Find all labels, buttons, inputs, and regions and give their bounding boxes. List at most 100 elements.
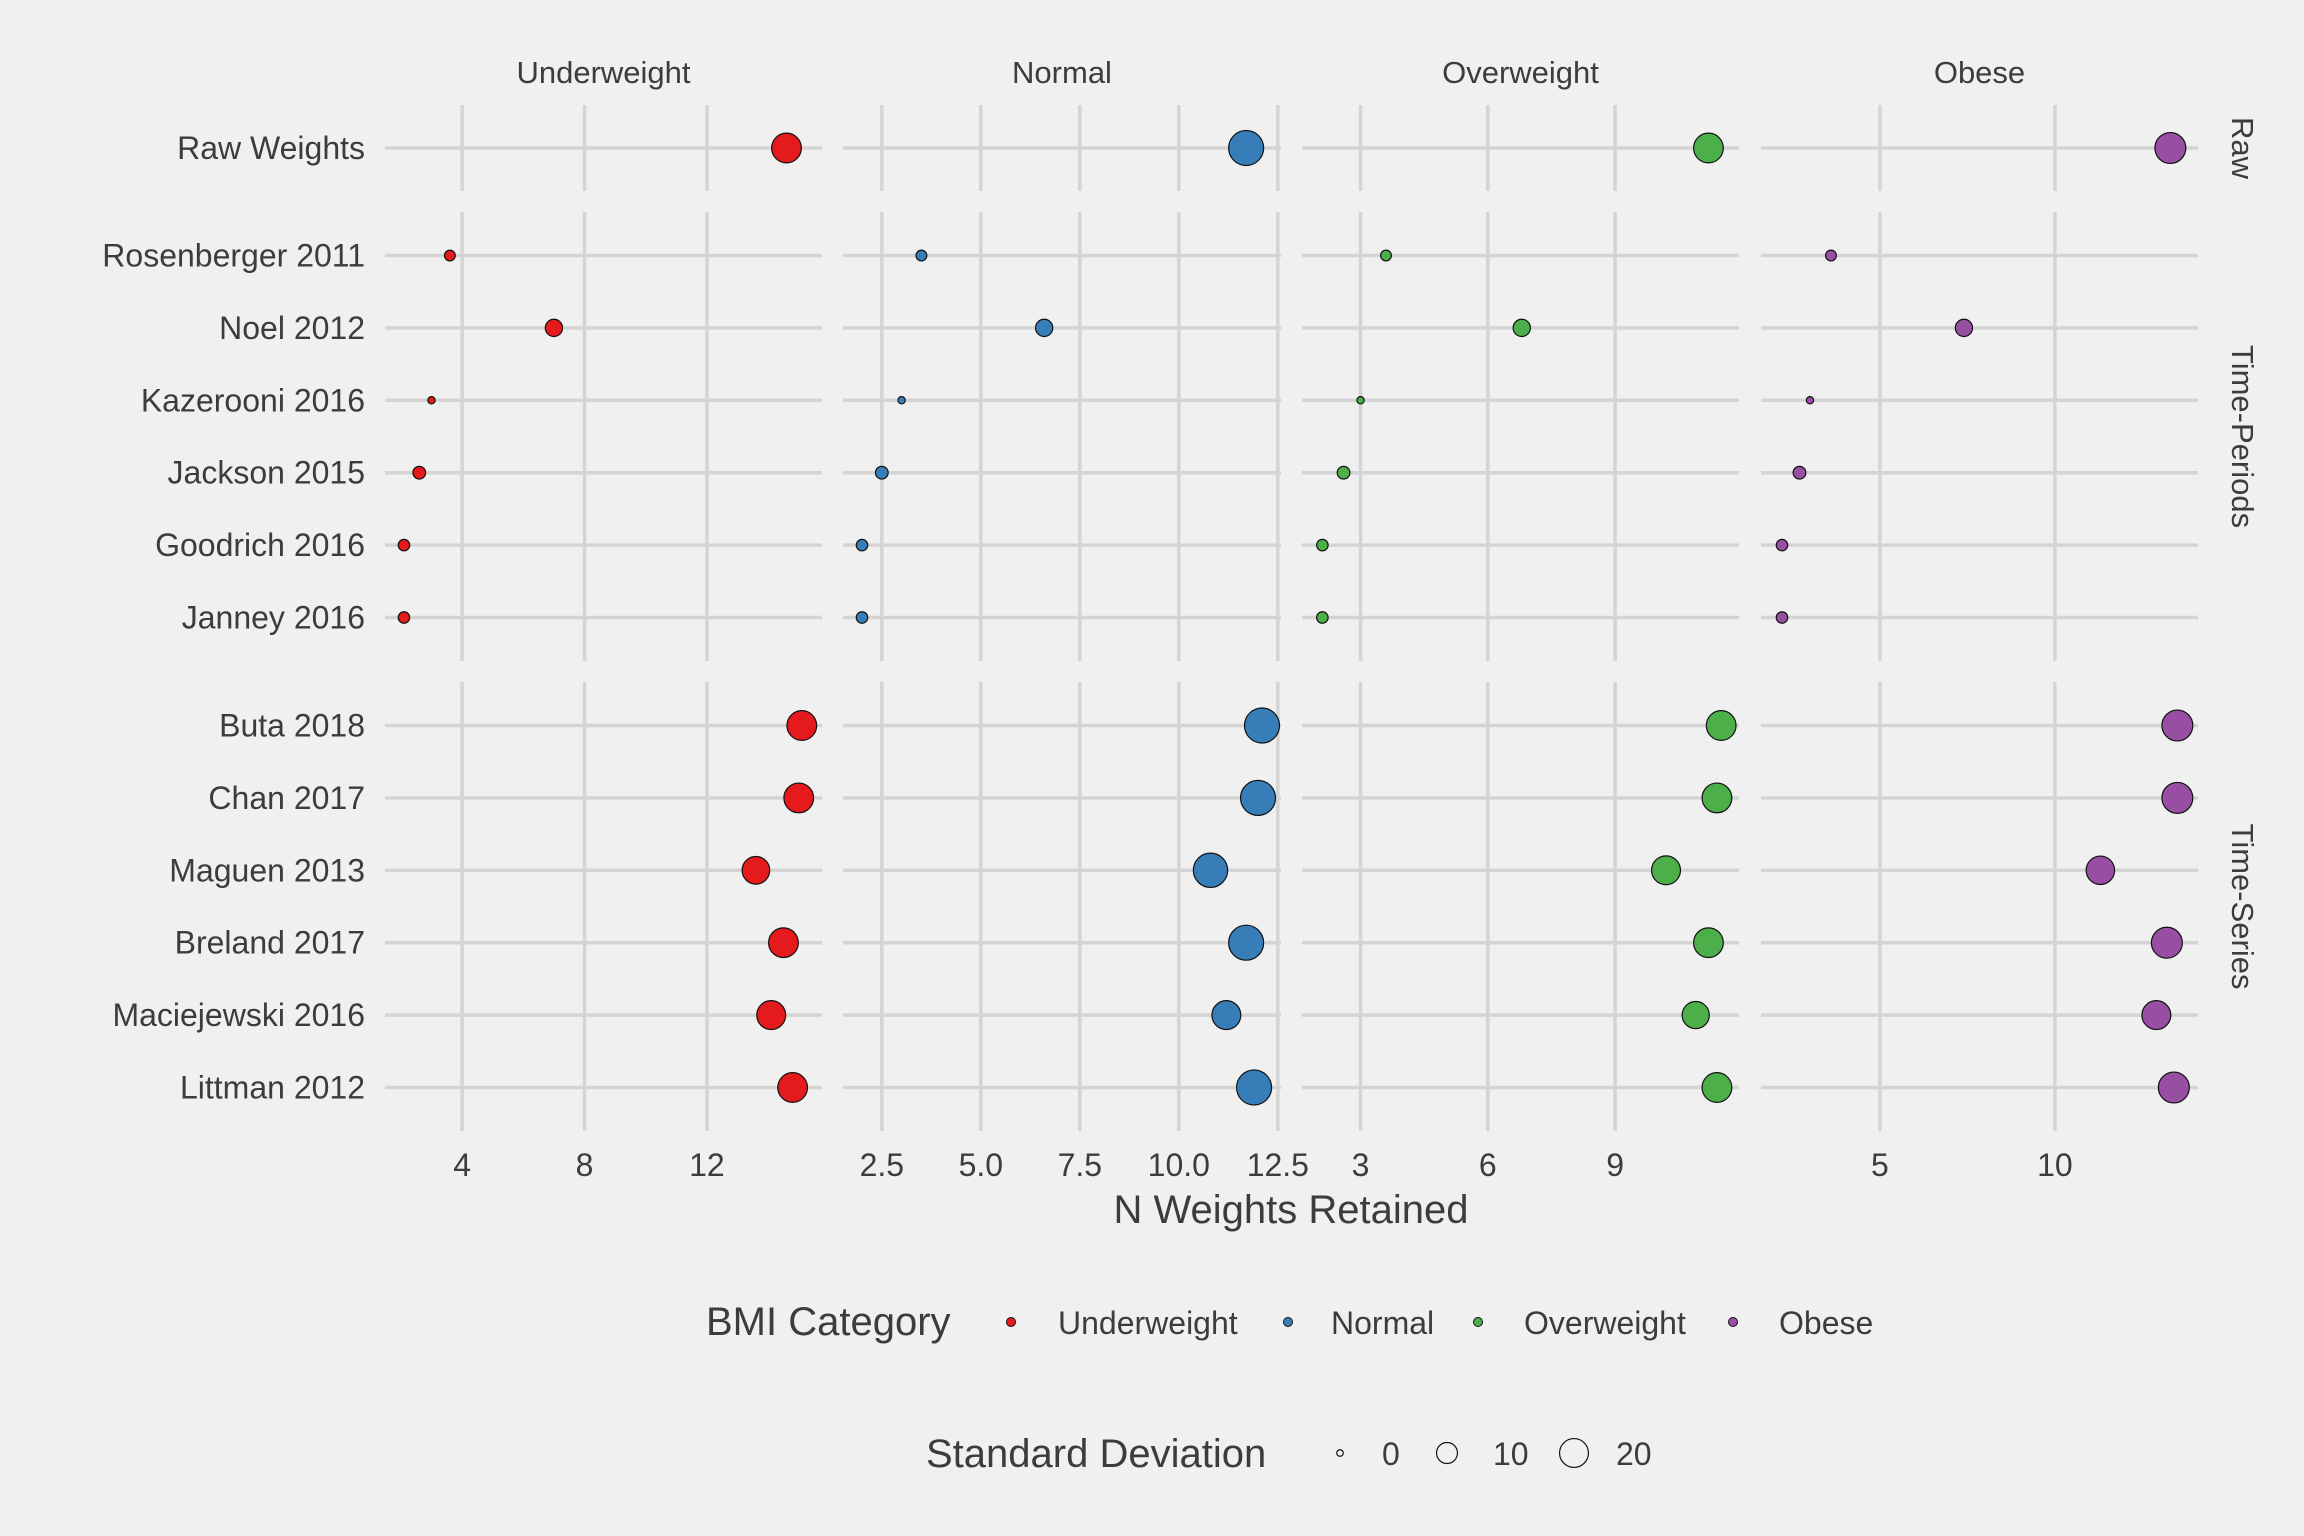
legend-size-key [1435, 1441, 1459, 1465]
data-point: Littman 2012 — Normal [1235, 1069, 1273, 1106]
data-point: Janney 2016 — Normal [855, 611, 869, 624]
data-point: Jackson 2015 — Overweight [1336, 465, 1351, 480]
data-point: Noel 2012 — Overweight [1512, 318, 1531, 338]
data-point: Maciejewski 2016 — Normal [1211, 1000, 1242, 1031]
data-point: Noel 2012 — Underweight [544, 318, 564, 338]
y-row-label: Raw Weights [177, 130, 365, 166]
x-tick-label: 12.5 [1247, 1147, 1309, 1183]
legend-key-obese [1728, 1317, 1738, 1327]
data-point: Janney 2016 — Obese [1775, 611, 1789, 624]
data-point: Chan 2017 — Normal [1239, 779, 1277, 816]
data-point: Chan 2017 — Overweight [1701, 782, 1733, 814]
legend-size-items: 0 10 20 [1336, 1436, 1652, 1472]
legend-size-title: Standard Deviation [926, 1432, 1266, 1476]
data-point: Maciejewski 2016 — Obese [2141, 1000, 2172, 1031]
data-point: Raw Weights — Normal [1228, 129, 1265, 167]
data-point: Breland 2017 — Obese [2150, 926, 2183, 959]
x-tick-label: 2.5 [860, 1147, 904, 1183]
data-point: Maciejewski 2016 — Overweight [1681, 1000, 1710, 1030]
data-point: Jackson 2015 — Underweight [412, 465, 427, 480]
x-tick-label: 5.0 [959, 1147, 1003, 1183]
data-point: Maciejewski 2016 — Underweight [756, 1000, 787, 1031]
data-point: Raw Weights — Underweight [771, 132, 802, 164]
legend-size-key [1558, 1437, 1590, 1469]
data-point: Noel 2012 — Obese [1954, 318, 1974, 338]
legend-key-overweight [1473, 1317, 1483, 1327]
y-row-label: Littman 2012 [180, 1070, 365, 1106]
x-tick-label: 4 [453, 1147, 471, 1183]
data-point: Breland 2017 — Underweight [767, 927, 799, 959]
data-point: Kazerooni 2016 — Obese [1805, 396, 1815, 405]
facet-strip-time-periods: Time-Periods [2225, 345, 2260, 528]
data-point: Buta 2018 — Underweight [786, 710, 818, 741]
data-point: Jackson 2015 — Normal [874, 465, 889, 480]
data-point: Goodrich 2016 — Normal [855, 538, 869, 552]
y-row-label: Jackson 2015 [168, 455, 365, 491]
data-point: Rosenberger 2011 — Obese [1824, 249, 1837, 262]
facet-strip-obese: Obese [1934, 55, 2025, 90]
data-point: Maguen 2013 — Overweight [1650, 855, 1682, 886]
data-point: Buta 2018 — Normal [1243, 707, 1281, 744]
data-point: Littman 2012 — Underweight [777, 1072, 809, 1103]
data-point: Rosenberger 2011 — Underweight [443, 249, 456, 262]
data-point: Noel 2012 — Normal [1034, 318, 1054, 338]
data-point: Janney 2016 — Overweight [1316, 611, 1329, 624]
legend-key-underweight [1006, 1317, 1016, 1327]
x-tick-label: 8 [576, 1147, 594, 1183]
y-row-label: Chan 2017 [208, 780, 365, 816]
x-tick-label: 5 [1871, 1147, 1889, 1183]
y-row-label: Buta 2018 [219, 708, 365, 744]
x-tick-label: 3 [1352, 1147, 1370, 1183]
facet-strip-underweight: Underweight [516, 55, 690, 90]
data-point: Goodrich 2016 — Obese [1775, 538, 1789, 552]
points-layer: Raw Weights — Underweight Rosenberger 201… [397, 129, 2194, 1106]
data-point: Kazerooni 2016 — Normal [897, 396, 906, 405]
x-tick-label: 9 [1606, 1147, 1624, 1183]
grid-layer [385, 105, 2198, 1131]
legend-size-label: 0 [1382, 1436, 1400, 1472]
data-point: Chan 2017 — Obese [2161, 781, 2194, 814]
data-point: Jackson 2015 — Obese [1792, 465, 1807, 480]
y-row-label: Goodrich 2016 [155, 527, 365, 563]
y-row-label: Noel 2012 [219, 310, 365, 346]
data-point: Rosenberger 2011 — Overweight [1380, 249, 1393, 262]
legend-label-obese: Obese [1779, 1305, 1873, 1341]
facet-strip-time-series: Time-Series [2225, 824, 2260, 990]
y-row-label: Janney 2016 [182, 600, 365, 636]
legend-color: BMI Category Underweight Normal Overweight… [706, 1300, 1873, 1344]
y-row-label: Kazerooni 2016 [141, 382, 365, 418]
data-point: Goodrich 2016 — Underweight [397, 538, 411, 552]
facet-strip-raw: Raw [2225, 117, 2260, 180]
y-row-label: Maguen 2013 [169, 852, 365, 888]
data-point: Maguen 2013 — Underweight [741, 855, 771, 885]
data-point: Buta 2018 — Obese [2161, 709, 2194, 742]
legend-label-normal: Normal [1331, 1305, 1434, 1341]
data-point: Maguen 2013 — Normal [1192, 852, 1229, 889]
data-point: Rosenberger 2011 — Normal [915, 249, 928, 262]
x-axis-title: N Weights Retained [1114, 1188, 1469, 1232]
data-point: Kazerooni 2016 — Overweight [1356, 396, 1365, 405]
legend-label-overweight: Overweight [1524, 1305, 1686, 1341]
data-point: Raw Weights — Overweight [1692, 132, 1724, 164]
data-point: Kazerooni 2016 — Underweight [427, 396, 436, 405]
x-tick-label: 10 [2037, 1147, 2073, 1183]
data-point: Goodrich 2016 — Overweight [1316, 538, 1329, 552]
data-point: Breland 2017 — Overweight [1692, 927, 1724, 959]
facet-strip-normal: Normal [1012, 55, 1112, 90]
x-tick-label: 12 [689, 1147, 725, 1183]
facet-strip-overweight: Overweight [1442, 55, 1599, 90]
y-row-label: Breland 2017 [175, 925, 365, 961]
y-row-label: Rosenberger 2011 [102, 238, 365, 274]
legend-color-items: Underweight Normal Overweight Obese [1006, 1305, 1873, 1341]
legend-key-normal [1283, 1317, 1293, 1327]
data-point: Buta 2018 — Overweight [1705, 710, 1737, 741]
labels-layer: 4 8 12 Underweight 2.5 5.0 7.5 10.0 12.5 Normal 3 6… [102, 55, 2260, 1183]
legend-size: Standard Deviation 0 10 20 [926, 1432, 1652, 1476]
data-point: Littman 2012 — Overweight [1701, 1072, 1733, 1103]
data-point: Littman 2012 — Obese [2157, 1071, 2190, 1104]
x-tick-label: 7.5 [1058, 1147, 1102, 1183]
legend-size-label: 20 [1616, 1436, 1652, 1472]
data-point: Maguen 2013 — Obese [2085, 855, 2116, 886]
data-point: Chan 2017 — Underweight [783, 782, 815, 814]
